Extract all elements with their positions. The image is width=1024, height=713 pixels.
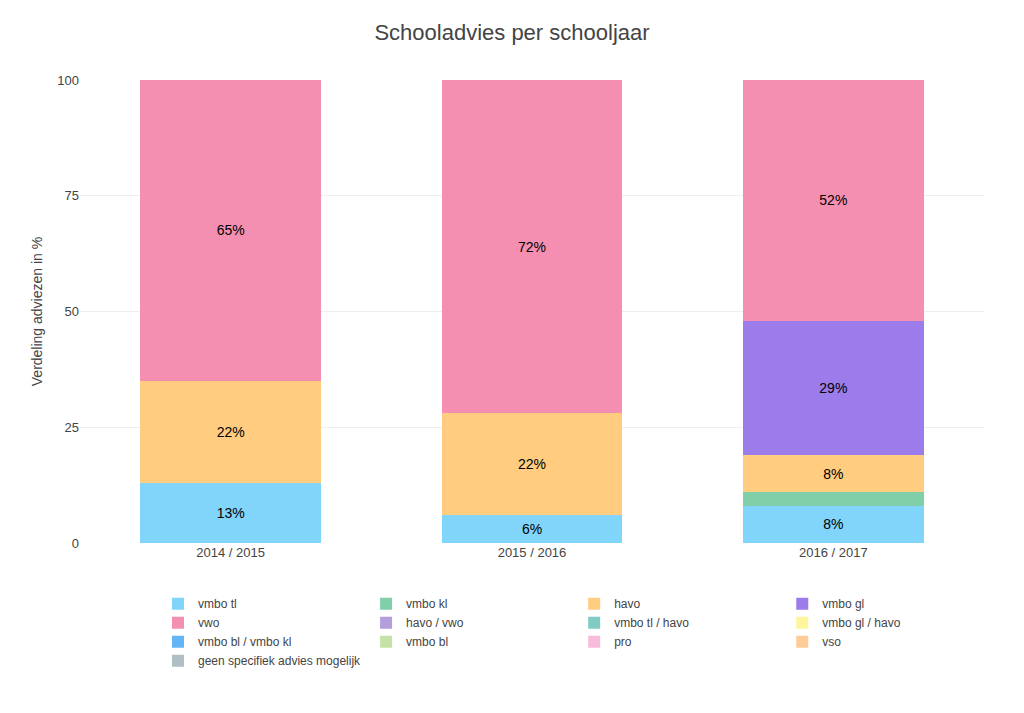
svg-text:100: 100 (57, 73, 79, 88)
svg-text:65%: 65% (217, 222, 245, 238)
svg-text:vmbo gl / havo: vmbo gl / havo (822, 616, 900, 630)
svg-text:0: 0 (72, 536, 79, 551)
svg-text:2014 / 2015: 2014 / 2015 (196, 545, 265, 560)
svg-text:8%: 8% (823, 516, 843, 532)
svg-text:Verdeling adviezen in %: Verdeling adviezen in % (29, 237, 45, 386)
svg-text:Schooladvies per schooljaar: Schooladvies per schooljaar (374, 20, 649, 45)
svg-text:vmbo bl / vmbo kl: vmbo bl / vmbo kl (198, 635, 291, 649)
svg-text:2016 / 2017: 2016 / 2017 (799, 545, 868, 560)
svg-text:geen specifiek advies mogelijk: geen specifiek advies mogelijk (198, 654, 361, 668)
svg-text:6%: 6% (522, 521, 542, 537)
svg-text:vmbo gl: vmbo gl (822, 597, 864, 611)
svg-text:72%: 72% (518, 239, 546, 255)
svg-text:vso: vso (822, 635, 841, 649)
svg-text:havo: havo (614, 597, 640, 611)
svg-text:29%: 29% (819, 380, 847, 396)
svg-text:25: 25 (65, 420, 79, 435)
svg-text:50: 50 (65, 304, 79, 319)
svg-text:22%: 22% (518, 456, 546, 472)
svg-text:22%: 22% (217, 424, 245, 440)
svg-text:8%: 8% (823, 466, 843, 482)
svg-text:75: 75 (65, 188, 79, 203)
svg-text:havo / vwo: havo / vwo (406, 616, 464, 630)
svg-text:13%: 13% (217, 505, 245, 521)
svg-text:vmbo kl: vmbo kl (406, 597, 447, 611)
svg-text:vmbo tl / havo: vmbo tl / havo (614, 616, 689, 630)
svg-text:vmbo bl: vmbo bl (406, 635, 448, 649)
svg-text:vwo: vwo (198, 616, 220, 630)
svg-text:vmbo tl: vmbo tl (198, 597, 237, 611)
svg-text:pro: pro (614, 635, 632, 649)
svg-text:52%: 52% (819, 192, 847, 208)
svg-text:2015 / 2016: 2015 / 2016 (498, 545, 567, 560)
